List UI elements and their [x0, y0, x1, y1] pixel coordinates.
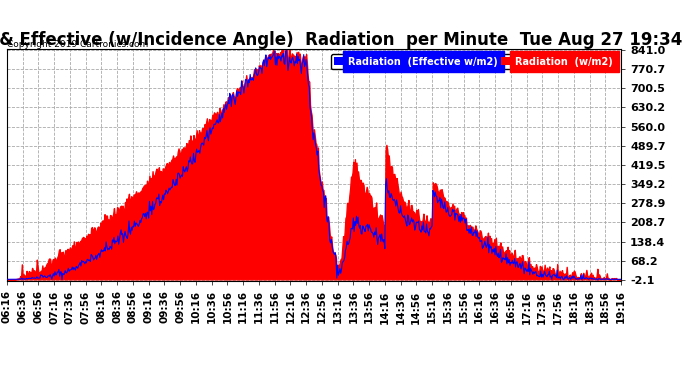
Text: Copyright 2019 Cartronics.com: Copyright 2019 Cartronics.com [7, 40, 148, 49]
Legend: Radiation  (Effective w/m2), Radiation  (w/m2): Radiation (Effective w/m2), Radiation (w… [331, 54, 616, 69]
Title: Solar & Effective (w/Incidence Angle)  Radiation  per Minute  Tue Aug 27 19:34: Solar & Effective (w/Incidence Angle) Ra… [0, 31, 682, 49]
